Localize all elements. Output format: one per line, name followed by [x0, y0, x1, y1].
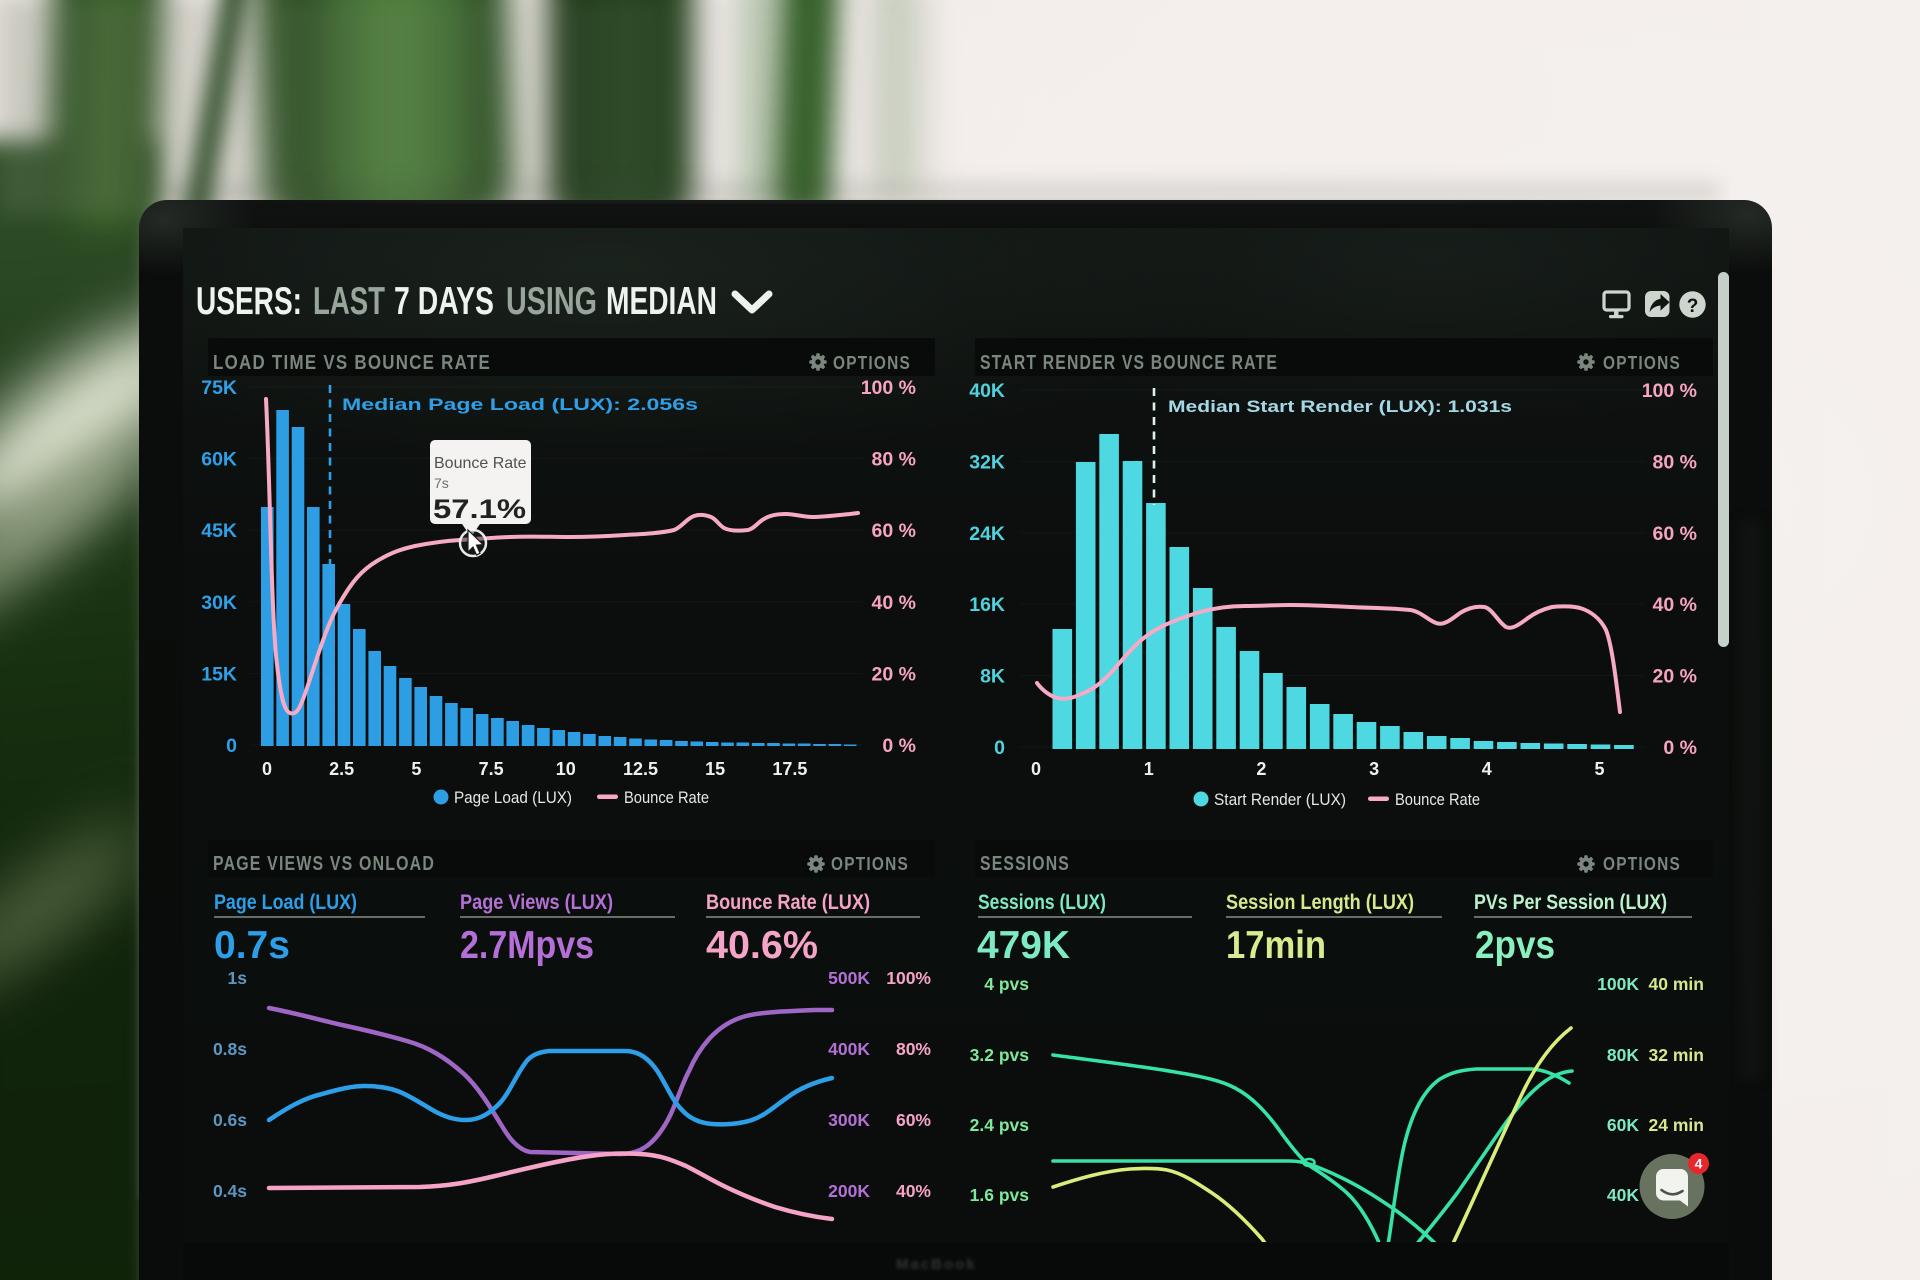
- svg-text:Page Load (LUX): Page Load (LUX): [214, 891, 357, 914]
- svg-text:60%: 60%: [896, 1110, 931, 1130]
- svg-text:Sessions (LUX): Sessions (LUX): [978, 891, 1106, 914]
- svg-text:5: 5: [411, 759, 421, 779]
- svg-text:80 %: 80 %: [1653, 451, 1697, 473]
- svg-text:2.5: 2.5: [329, 759, 354, 779]
- svg-text:60 %: 60 %: [872, 520, 916, 542]
- svg-text:500K: 500K: [828, 968, 870, 988]
- svg-text:100K: 100K: [1597, 974, 1639, 994]
- svg-text:USERS:: USERS:: [196, 280, 302, 323]
- svg-text:3: 3: [1369, 759, 1379, 779]
- svg-text:32 min: 32 min: [1649, 1045, 1704, 1065]
- svg-text:17min: 17min: [1226, 924, 1326, 967]
- svg-text:24K: 24K: [969, 523, 1005, 545]
- svg-text:1: 1: [1144, 759, 1154, 779]
- svg-text:7.5: 7.5: [479, 759, 504, 779]
- svg-text:SESSIONS: SESSIONS: [980, 853, 1070, 875]
- svg-text:OPTIONS: OPTIONS: [831, 853, 909, 874]
- svg-text:OPTIONS: OPTIONS: [1603, 853, 1681, 874]
- svg-text:OPTIONS: OPTIONS: [833, 352, 911, 373]
- svg-text:0: 0: [1031, 759, 1041, 779]
- svg-text:Bounce Rate: Bounce Rate: [434, 455, 527, 472]
- svg-text:32K: 32K: [969, 451, 1005, 473]
- svg-text:Bounce Rate: Bounce Rate: [624, 789, 709, 807]
- svg-text:40%: 40%: [896, 1181, 931, 1201]
- svg-text:40K: 40K: [969, 380, 1005, 402]
- svg-text:Start Render (LUX): Start Render (LUX): [1214, 791, 1346, 809]
- svg-text:16K: 16K: [969, 594, 1005, 616]
- svg-text:Median Start Render (LUX): 1.0: Median Start Render (LUX): 1.031s: [1168, 397, 1512, 416]
- svg-text:0 %: 0 %: [1663, 737, 1697, 759]
- svg-text:12.5: 12.5: [623, 759, 658, 779]
- svg-text:60K: 60K: [201, 449, 237, 471]
- svg-text:40 %: 40 %: [872, 592, 916, 614]
- svg-text:40 min: 40 min: [1649, 974, 1704, 994]
- svg-text:Page Load (LUX): Page Load (LUX): [454, 789, 572, 807]
- svg-text:45K: 45K: [201, 520, 237, 542]
- svg-text:2: 2: [1256, 759, 1266, 779]
- svg-text:8K: 8K: [980, 666, 1005, 688]
- svg-text:1.6 pvs: 1.6 pvs: [970, 1185, 1030, 1205]
- svg-text:0.8s: 0.8s: [213, 1039, 247, 1059]
- svg-text:USING: USING: [506, 280, 597, 323]
- svg-text:1s: 1s: [228, 968, 248, 988]
- svg-text:0.4s: 0.4s: [213, 1181, 247, 1201]
- svg-text:10: 10: [556, 759, 576, 779]
- svg-text:4: 4: [1482, 759, 1492, 779]
- svg-text:LOAD TIME VS BOUNCE RATE: LOAD TIME VS BOUNCE RATE: [213, 352, 491, 374]
- svg-text:0: 0: [226, 735, 237, 757]
- svg-text:80K: 80K: [1607, 1045, 1639, 1065]
- svg-text:60K: 60K: [1607, 1115, 1639, 1135]
- svg-text:Median Page Load (LUX): 2.056s: Median Page Load (LUX): 2.056s: [342, 395, 698, 414]
- svg-text:Page Views (LUX): Page Views (LUX): [460, 891, 613, 914]
- svg-text:20 %: 20 %: [1653, 666, 1697, 688]
- svg-text:0: 0: [262, 759, 272, 779]
- svg-text:7s: 7s: [434, 475, 449, 491]
- svg-text:57.1%: 57.1%: [433, 494, 526, 524]
- svg-text:4: 4: [1695, 1156, 1703, 1172]
- svg-text:80%: 80%: [896, 1039, 931, 1059]
- svg-text:0.6s: 0.6s: [213, 1110, 247, 1130]
- svg-text:7 DAYS: 7 DAYS: [394, 280, 494, 323]
- svg-text:40K: 40K: [1607, 1185, 1639, 1205]
- svg-text:PVs Per Session (LUX): PVs Per Session (LUX): [1474, 891, 1667, 914]
- svg-text:MEDIAN: MEDIAN: [606, 280, 717, 323]
- svg-text:OPTIONS: OPTIONS: [1603, 352, 1681, 373]
- svg-text:3.2 pvs: 3.2 pvs: [970, 1045, 1030, 1065]
- svg-text:17.5: 17.5: [772, 759, 807, 779]
- svg-text:15K: 15K: [201, 663, 237, 685]
- svg-text:PAGE VIEWS VS ONLOAD: PAGE VIEWS VS ONLOAD: [213, 853, 435, 875]
- svg-text:30K: 30K: [201, 592, 237, 614]
- svg-text:300K: 300K: [828, 1110, 870, 1130]
- svg-text:40 %: 40 %: [1653, 594, 1697, 616]
- svg-text:Bounce Rate: Bounce Rate: [1395, 791, 1480, 809]
- svg-text:100%: 100%: [886, 968, 931, 988]
- svg-text:LAST: LAST: [313, 280, 385, 323]
- svg-text:20 %: 20 %: [872, 663, 916, 685]
- svg-text:5: 5: [1594, 759, 1604, 779]
- svg-text:60 %: 60 %: [1653, 523, 1697, 545]
- svg-text:0 %: 0 %: [882, 735, 916, 757]
- svg-text:START RENDER VS BOUNCE RATE: START RENDER VS BOUNCE RATE: [980, 352, 1278, 374]
- svg-text:100 %: 100 %: [861, 377, 916, 399]
- svg-text:?: ?: [1687, 296, 1699, 317]
- svg-text:479K: 479K: [977, 924, 1070, 967]
- svg-text:200K: 200K: [828, 1181, 870, 1201]
- svg-text:100 %: 100 %: [1642, 380, 1697, 402]
- svg-text:Bounce Rate (LUX): Bounce Rate (LUX): [706, 891, 870, 914]
- svg-text:40.6%: 40.6%: [706, 924, 818, 967]
- svg-text:Session Length (LUX): Session Length (LUX): [1226, 891, 1414, 914]
- svg-text:4 pvs: 4 pvs: [984, 974, 1029, 994]
- svg-text:0.7s: 0.7s: [214, 924, 290, 967]
- svg-text:15: 15: [705, 759, 725, 779]
- svg-text:2pvs: 2pvs: [1475, 924, 1555, 967]
- svg-text:0: 0: [994, 737, 1005, 759]
- svg-text:2.7Mpvs: 2.7Mpvs: [460, 924, 594, 967]
- svg-text:75K: 75K: [201, 377, 237, 399]
- svg-text:80 %: 80 %: [872, 449, 916, 471]
- svg-text:24 min: 24 min: [1649, 1115, 1704, 1135]
- svg-text:2.4 pvs: 2.4 pvs: [970, 1115, 1030, 1135]
- svg-text:400K: 400K: [828, 1039, 870, 1059]
